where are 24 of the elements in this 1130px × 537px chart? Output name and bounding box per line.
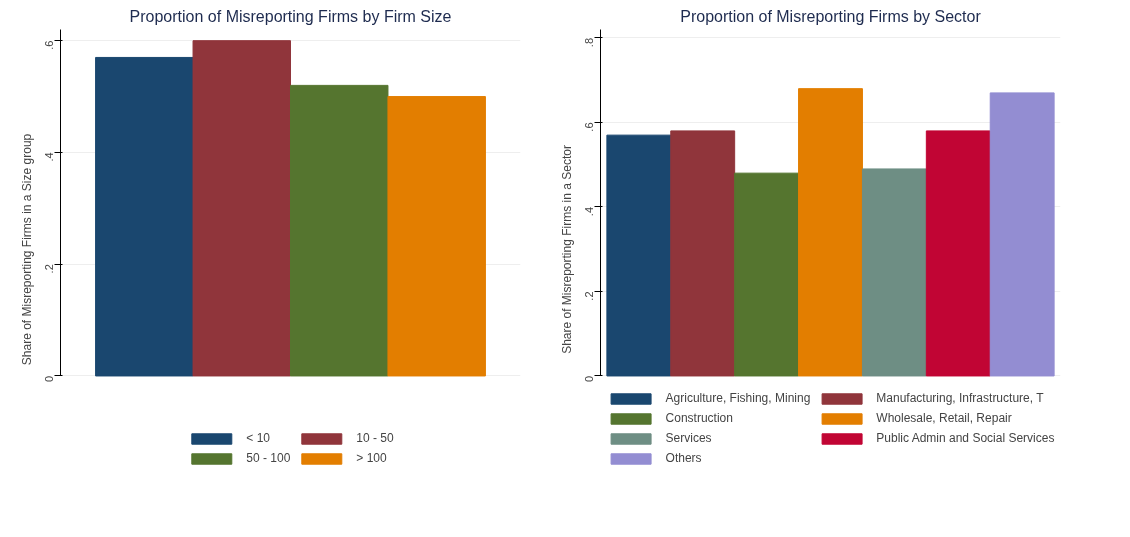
chart-title: Proportion of Misreporting Firms by Firm Size [129,7,452,25]
y-tick-label: .2 [43,264,56,274]
legend-label: Services [665,431,712,445]
y-tick-label: .4 [43,152,56,162]
y-tick-label: .4 [583,206,596,217]
legend-label: Others [665,451,702,465]
y-tick-label: .6 [583,122,596,132]
legend-label: Manufacturing, Infrastructure, T [876,391,1044,405]
legend-label: > 100 [356,451,387,465]
legend-label: Agriculture, Fishing, Mining [665,391,811,405]
y-tick-label: .6 [43,40,56,50]
legend-label: 10 - 50 [356,431,394,445]
y-axis-title: Share of Misreporting Firms in a Sector [559,145,574,354]
legend-label: < 10 [246,431,270,445]
y-tick-label: 0 [583,375,596,383]
legend-label: Public Admin and Social Services [876,431,1055,445]
y-tick-label: .2 [583,291,596,301]
y-tick-label: 0 [43,375,56,383]
legend-label: 50 - 100 [246,451,291,465]
chart-title: Proportion of Misreporting Firms by Sector [680,7,982,25]
legend-label: Construction [665,411,733,425]
y-axis-title: Share of Misreporting Firms in a Size group [19,133,34,366]
legend-label: Wholesale, Retail, Repair [876,411,1012,425]
y-tick-label: .8 [583,37,596,48]
